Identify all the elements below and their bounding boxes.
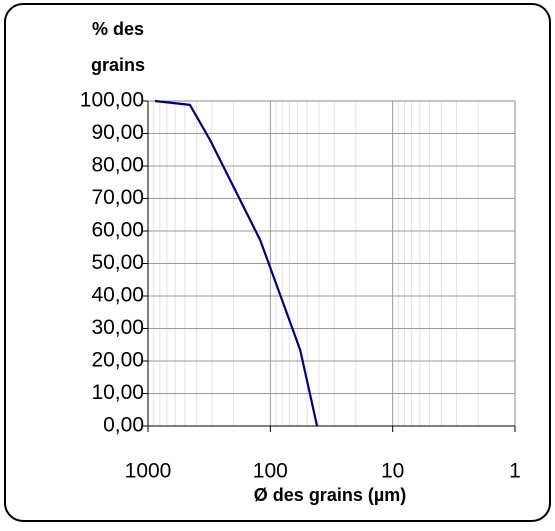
y-tick-label: 90,00 [91,121,144,144]
x-axis-title: Ø des grains (µm) [254,485,406,505]
data-line [154,99,319,427]
y-tick-label: 0,00 [103,414,144,437]
chart-frame [4,3,551,522]
y-tick-label: 80,00 [91,154,144,177]
y-tick-label: 100,00 [80,89,144,112]
y-axis-title: % des [92,19,144,39]
y-tick-label: 50,00 [91,251,144,274]
y-tick-label: 20,00 [91,349,144,372]
x-tick-label: 100 [253,460,288,483]
y-tick-label: 70,00 [91,186,144,209]
y-tick-label: 30,00 [91,316,144,339]
y-tick-label: 10,00 [91,381,144,404]
y-tick-label: 60,00 [91,219,144,242]
x-tick-label: 10 [381,460,404,483]
x-tick-label: 1 [509,460,521,483]
y-axis-title: grains [91,55,145,75]
x-tick-label: 1000 [125,460,172,483]
y-tick-label: 40,00 [91,284,144,307]
